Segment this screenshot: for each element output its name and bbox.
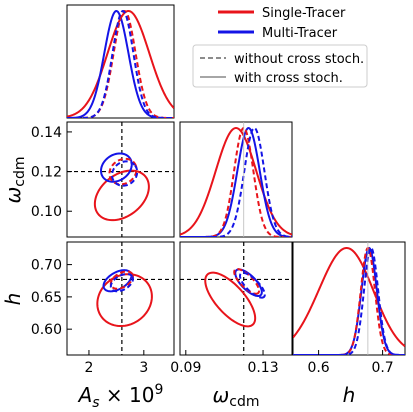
contour-As_h-series-1 (102, 269, 133, 293)
x-tick-label-As: 2 (84, 360, 93, 376)
contour-panel-As_h (67, 242, 174, 355)
marginal-curve-omega_cdm-series-3 (180, 126, 292, 237)
marginal-As (67, 9, 174, 118)
y-axis-label-h: h (1, 293, 25, 306)
contour-As_omega_cdm-series-3 (111, 160, 139, 187)
legend-linestyle: without cross stoch. with cross stoch. (192, 44, 368, 88)
y-tick-label-h: 0.65 (31, 290, 62, 306)
contour-panel-omega_cdm_h (180, 242, 292, 355)
x-axis-label-omega-cdm: ωcdm (213, 383, 260, 410)
y-tick-label-omega_cdm: 0.10 (31, 204, 62, 220)
x-tick-label-omega_cdm: 0.09 (170, 360, 201, 376)
contour-panel-As_omega_cdm (67, 122, 174, 237)
panel-frame-h-vs-h (292, 241, 406, 356)
x-tick-label-As: 3 (139, 360, 148, 376)
legend-series: Single-Tracer Multi-Tracer (218, 6, 346, 41)
y-tick-label-omega_cdm: 0.14 (31, 125, 62, 141)
legend-style-label-1: with cross stoch. (234, 71, 343, 86)
x-tick-label-h: 0.7 (371, 360, 393, 376)
contour-As_omega_cdm-series-0 (93, 169, 150, 222)
legend-box (192, 44, 368, 88)
x-axis-label-h: h (343, 383, 356, 407)
x-tick-label-omega_cdm: 0.13 (247, 360, 278, 376)
marginal-h (293, 242, 405, 355)
panel-frame-h-vs-omega_cdm (179, 241, 293, 356)
contour-As_h-series-2 (109, 270, 134, 290)
legend-label-0: Single-Tracer (262, 6, 346, 21)
marginal-curve-As-series-0 (67, 9, 174, 118)
x-tick-label-h: 0.6 (307, 360, 329, 376)
contour-As_omega_cdm-series-1 (100, 152, 133, 183)
marginal-curve-h-series-3 (293, 246, 405, 355)
y-tick-label-omega_cdm: 0.12 (31, 165, 62, 181)
panel-frame-h-vs-As (66, 241, 175, 356)
panel-frame-As-vs-As (66, 4, 175, 119)
y-tick-label-h: 0.60 (31, 322, 62, 338)
marginal-omega_cdm (180, 122, 292, 237)
contour-As_h-series-3 (109, 273, 134, 293)
panel-frame-omega_cdm-vs-As (66, 121, 175, 238)
contour-omega_cdm_h-series-0 (204, 271, 257, 328)
panel-frame-omega_cdm-vs-omega_cdm (179, 121, 293, 238)
marginal-curve-As-series-3 (67, 9, 174, 118)
y-tick-label-h: 0.70 (31, 258, 62, 274)
marginal-curve-As-series-2 (67, 9, 174, 118)
marginal-curve-h-series-2 (293, 246, 405, 355)
y-axis-label-omega-cdm: ωcdm (1, 157, 28, 204)
marginal-curve-h-series-1 (293, 246, 405, 355)
marginal-curve-As-series-1 (67, 9, 174, 118)
contour-omega_cdm_h-series-3 (239, 271, 266, 299)
legend-label-1: Multi-Tracer (262, 26, 338, 41)
x-axis-label-As: As × 109 (77, 382, 164, 411)
contour-As_omega_cdm-series-2 (108, 157, 138, 186)
legend-style-label-0: without cross stoch. (234, 52, 364, 67)
marginal-curve-h-series-0 (293, 247, 405, 348)
